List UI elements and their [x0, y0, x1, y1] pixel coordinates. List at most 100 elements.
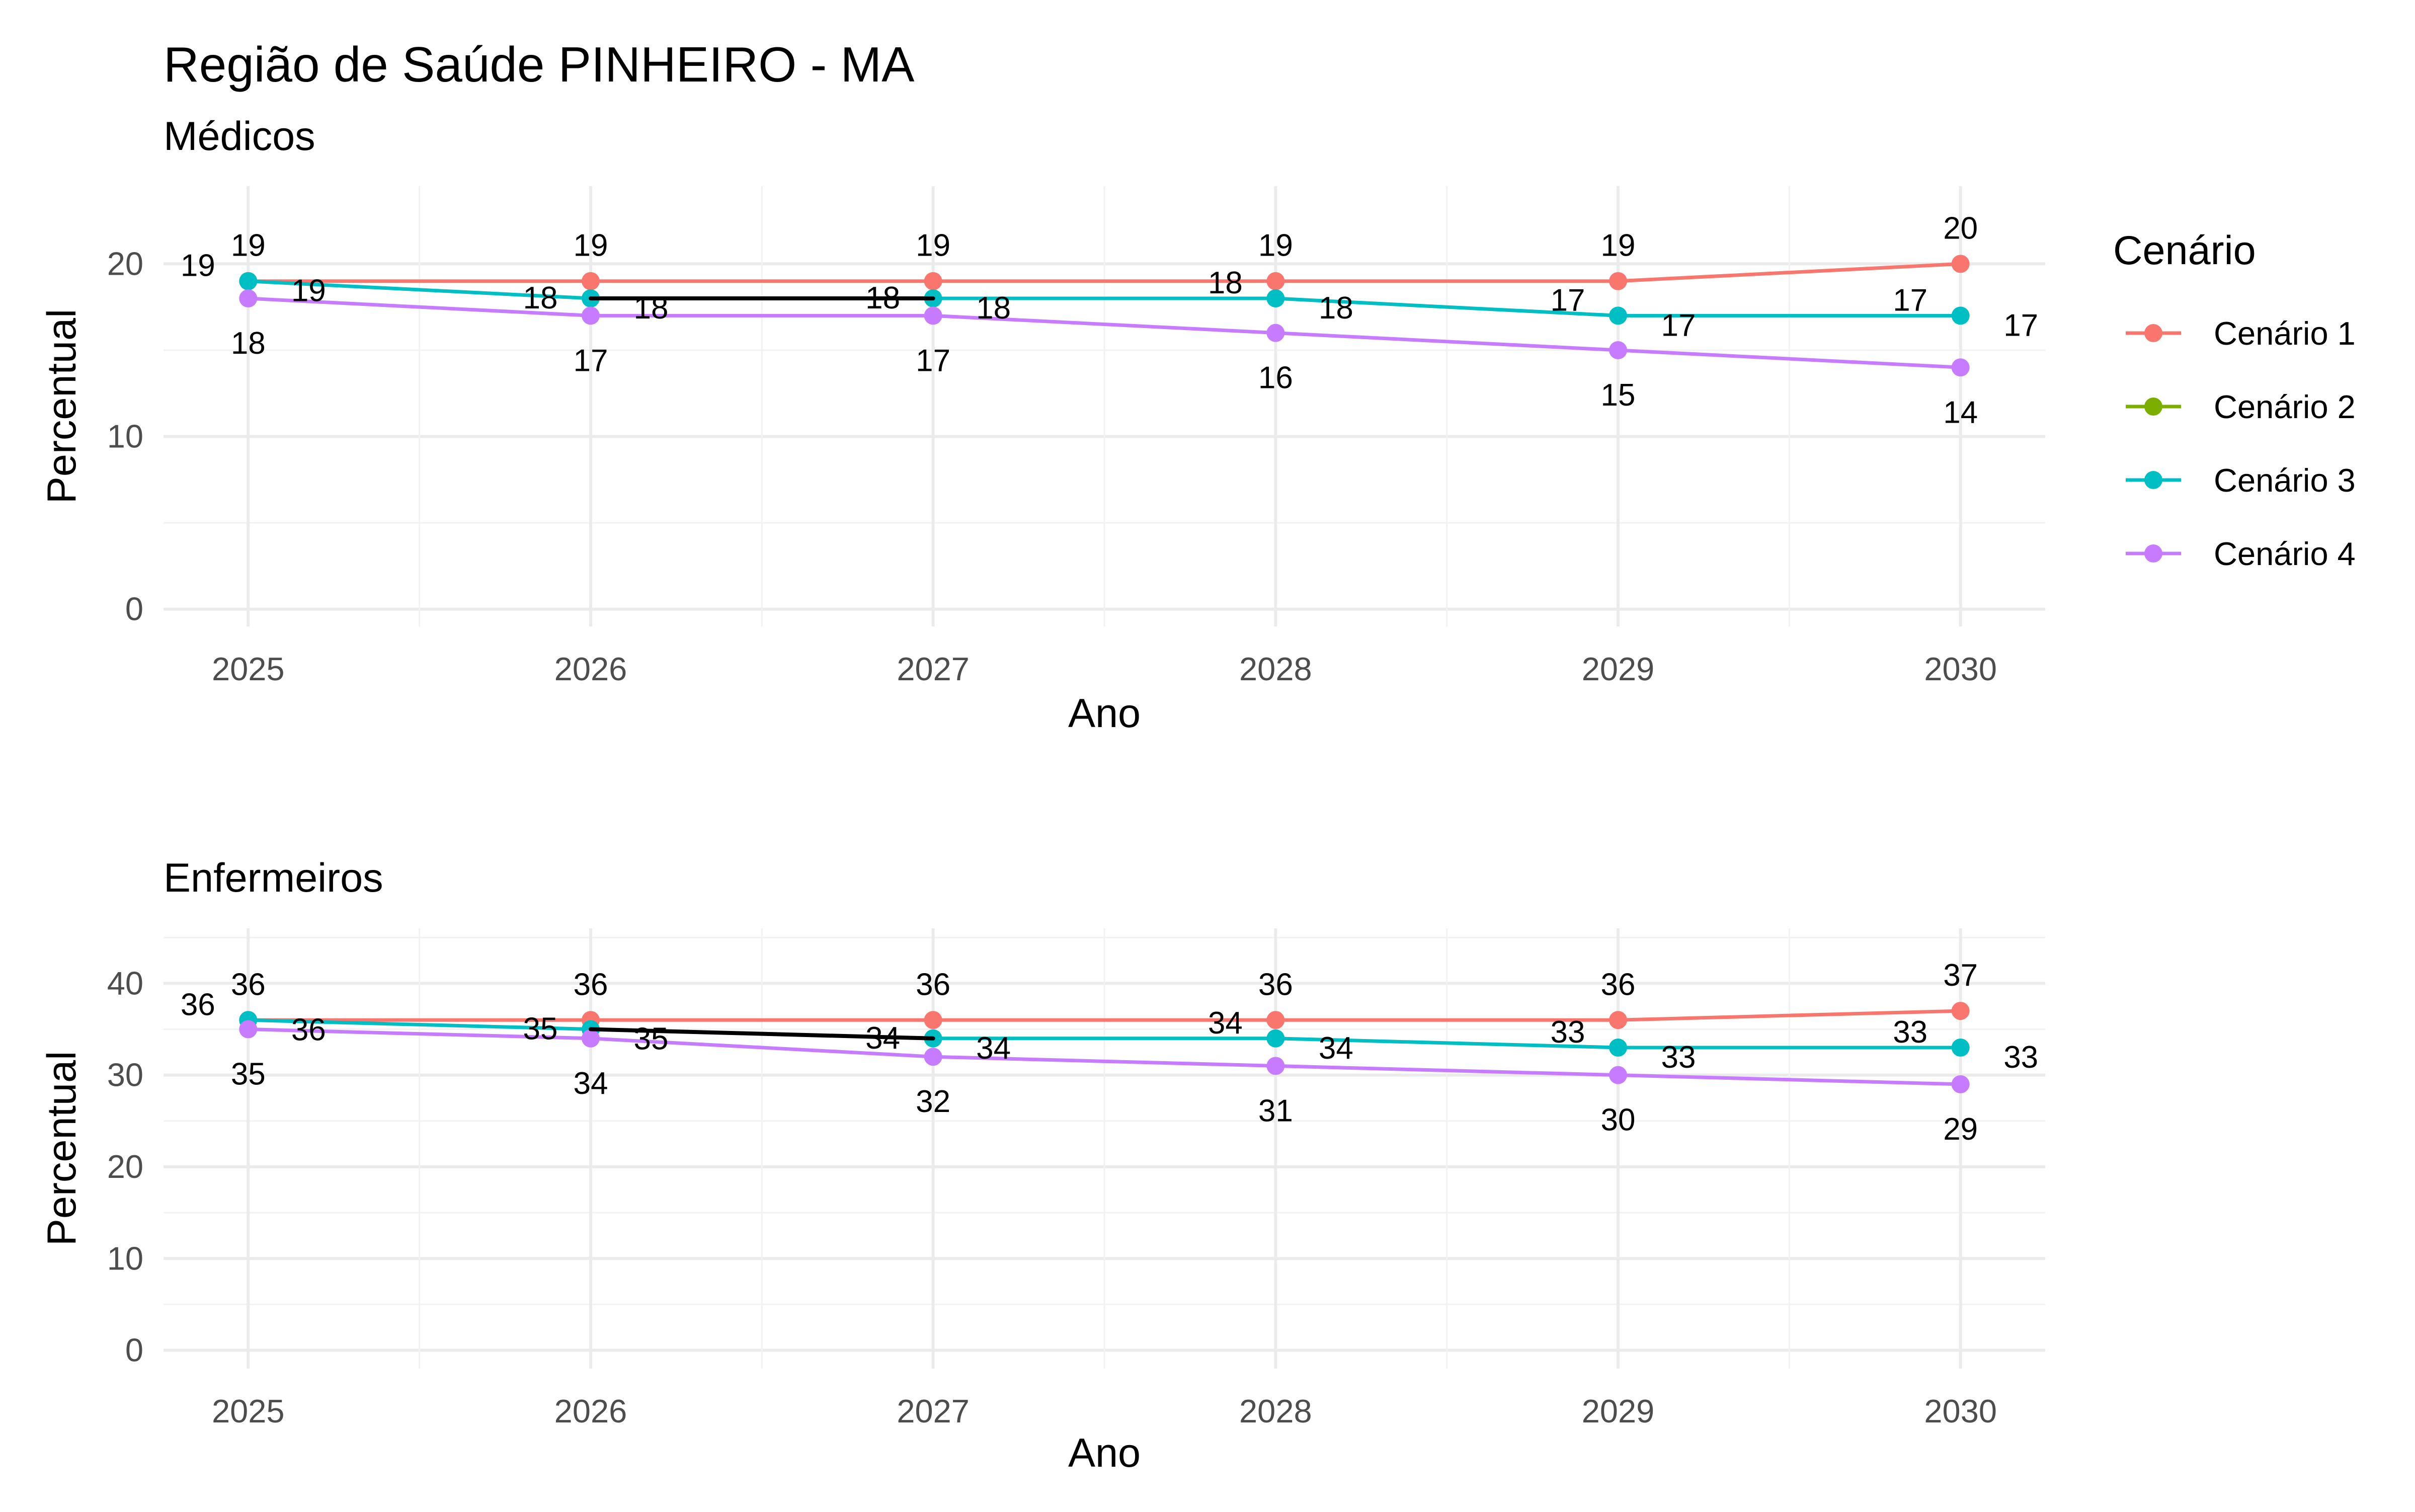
annotation-label: 33 — [1551, 1015, 1585, 1050]
y-tick-label: 20 — [107, 1148, 143, 1185]
panel-1: Médicos 0 10 20 2025 2026 2027 2028 2029 2030 Ano P… — [39, 114, 2045, 736]
data-label: 18 — [1319, 291, 1353, 326]
legend-swatch-point — [2144, 324, 2162, 342]
x-tick-label: 2025 — [212, 651, 285, 687]
data-point — [924, 306, 942, 325]
legend-label: Cenário 4 — [2214, 535, 2356, 572]
data-point — [581, 272, 600, 290]
y-tick-label: 30 — [107, 1057, 143, 1093]
data-label: 33 — [2003, 1040, 2038, 1075]
series-4 — [239, 1020, 1970, 1093]
data-label: 17 — [2003, 308, 2038, 343]
x-tick-label: 2028 — [1239, 651, 1312, 687]
data-point — [1951, 306, 1970, 325]
data-label: 36 — [1601, 967, 1636, 1002]
legend-entry-4: Cenário 4 — [2126, 535, 2356, 572]
data-point — [1266, 289, 1285, 308]
series-layer — [239, 255, 1970, 377]
x-tick-label: 2026 — [554, 1393, 627, 1429]
panel-subtitle: Enfermeiros — [164, 855, 383, 901]
data-label: 34 — [1319, 1031, 1353, 1066]
data-point — [1266, 1011, 1285, 1029]
data-labels: 36 36 36 36 36 37 35 34 36 35 34 34 33 33 35 34 32 31 30 29… — [181, 958, 2038, 1147]
data-label: 34 — [865, 1021, 900, 1056]
data-point — [1609, 341, 1628, 359]
data-point — [1951, 358, 1970, 377]
data-label: 19 — [573, 228, 608, 263]
data-point — [239, 272, 258, 290]
y-tick-label: 10 — [107, 1240, 143, 1277]
data-point — [924, 1048, 942, 1066]
x-axis-title: Ano — [1068, 1430, 1141, 1476]
data-label: 36 — [916, 967, 950, 1002]
data-label: 29 — [1943, 1112, 1978, 1147]
data-labels: 19 19 19 19 19 20 18 18 19 18 18 18 17 17 18 17 17 16 15 14… — [181, 211, 2038, 430]
y-tick-label: 40 — [107, 965, 143, 1001]
data-label: 32 — [916, 1084, 950, 1119]
tick-labels: 0 10 20 2025 2026 2027 2028 2029 2030 — [107, 245, 1997, 687]
chart-title: Região de Saúde PINHEIRO - MA — [164, 37, 915, 92]
series-line — [246, 262, 1963, 283]
data-label: 19 — [1258, 228, 1293, 263]
annotation-label: 34 — [1208, 1006, 1243, 1041]
x-tick-label: 2026 — [554, 651, 627, 687]
legend-swatch-point — [2144, 397, 2162, 416]
annotation-label: 17 — [1893, 283, 1927, 317]
data-point — [581, 1029, 600, 1048]
data-label: 17 — [573, 343, 608, 378]
data-point — [1951, 1002, 1970, 1020]
data-label: 19 — [916, 228, 950, 263]
data-label: 31 — [1258, 1093, 1293, 1128]
annotation-label: 17 — [1551, 283, 1585, 317]
y-tick-label: 0 — [125, 1332, 143, 1369]
x-tick-label: 2030 — [1924, 651, 1997, 687]
gridlines — [164, 186, 2045, 626]
series-line — [246, 1018, 1963, 1050]
series-line — [246, 1009, 1963, 1022]
data-label: 20 — [1943, 211, 1978, 246]
data-point — [1266, 1029, 1285, 1048]
data-point — [1951, 1075, 1970, 1093]
data-label: 18 — [523, 281, 557, 315]
data-label: 36 — [291, 1012, 326, 1047]
series-line — [246, 296, 1963, 369]
x-axis-title: Ano — [1068, 691, 1141, 736]
legend-entry-1: Cenário 1 — [2126, 315, 2356, 352]
data-point — [1266, 1057, 1285, 1075]
y-axis-title: Percentual — [39, 1051, 85, 1246]
data-point — [1609, 1038, 1628, 1057]
legend-label: Cenário 1 — [2214, 315, 2356, 352]
x-tick-label: 2029 — [1582, 651, 1655, 687]
panel-subtitle: Médicos — [164, 114, 315, 159]
data-label: 18 — [865, 281, 900, 315]
data-label: 19 — [1601, 228, 1636, 263]
legend-swatch-point — [2144, 471, 2162, 489]
data-point — [239, 1020, 258, 1039]
data-label: 37 — [1943, 958, 1978, 993]
x-tick-label: 2030 — [1924, 1393, 1997, 1429]
x-tick-label: 2028 — [1239, 1393, 1312, 1429]
x-tick-label: 2029 — [1582, 1393, 1655, 1429]
x-tick-label: 2025 — [212, 1393, 285, 1429]
x-tick-label: 2027 — [897, 651, 970, 687]
series-line — [246, 279, 1963, 317]
data-point — [924, 1011, 942, 1029]
data-label: 35 — [231, 1057, 266, 1092]
annotation-label: 33 — [1893, 1015, 1927, 1050]
data-label: 17 — [1661, 308, 1696, 343]
data-label: 16 — [1258, 361, 1293, 395]
data-label: 33 — [1661, 1040, 1696, 1075]
annotation-label: 19 — [181, 249, 215, 283]
data-point — [581, 306, 600, 325]
legend-swatch-point — [2144, 544, 2162, 563]
data-label: 17 — [916, 343, 950, 378]
series-3 — [239, 272, 1970, 325]
data-label: 35 — [523, 1012, 557, 1047]
legend-title: Cenário — [2113, 228, 2256, 273]
series-line — [246, 1027, 1963, 1086]
data-label: 34 — [573, 1066, 608, 1101]
data-point — [1266, 324, 1285, 342]
